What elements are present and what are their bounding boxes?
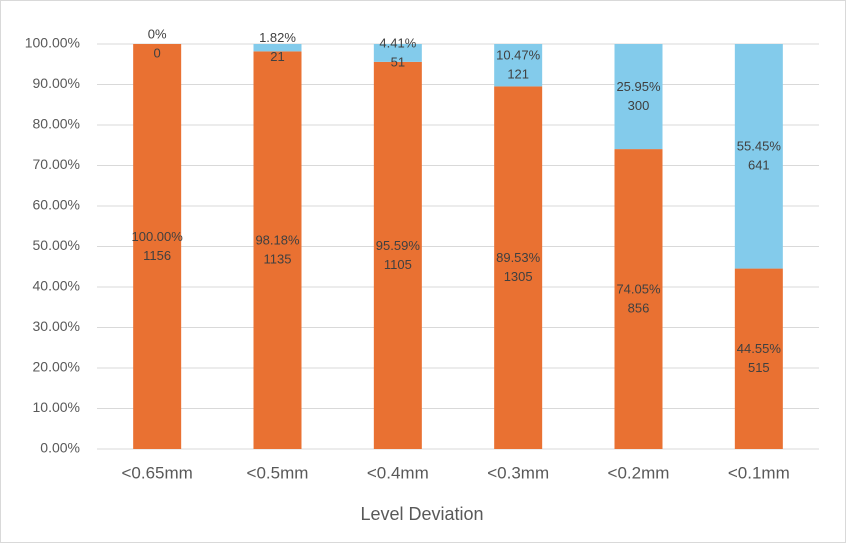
bar-segment	[614, 149, 663, 449]
count-label: 300	[628, 98, 650, 113]
data-label: 4.41%	[379, 35, 416, 50]
data-label: 95.59%	[376, 238, 421, 253]
count-label: 1105	[384, 257, 412, 272]
x-tick-label: <0.5mm	[247, 463, 309, 482]
count-label: 515	[748, 360, 770, 375]
data-label: 10.47%	[496, 48, 541, 63]
y-tick-label: 20.00%	[33, 359, 80, 375]
count-label: 51	[391, 54, 405, 69]
count-label: 0	[154, 45, 161, 60]
data-label: 74.05%	[616, 281, 661, 296]
bar-segment	[253, 44, 302, 52]
x-tick-label: <0.3mm	[487, 463, 549, 482]
y-tick-label: 50.00%	[33, 237, 80, 253]
y-tick-label: 10.00%	[33, 399, 80, 415]
bar-segment	[734, 268, 783, 449]
y-tick-label: 0.00%	[40, 440, 80, 456]
count-label: 856	[628, 300, 650, 315]
count-label: 1135	[264, 252, 292, 267]
x-tick-label: <0.2mm	[608, 463, 670, 482]
count-label: 1305	[504, 269, 533, 284]
y-tick-label: 90.00%	[33, 75, 80, 91]
bar-segment	[494, 44, 543, 87]
data-label: 89.53%	[496, 250, 541, 265]
count-label: 641	[748, 158, 770, 173]
data-label: 0%	[148, 26, 167, 41]
bar-segment	[373, 61, 422, 449]
x-tick-label: <0.65mm	[121, 463, 192, 482]
count-label: 21	[270, 49, 284, 64]
data-label: 1.82%	[259, 30, 296, 45]
count-label: 1156	[143, 248, 171, 263]
data-label: 55.45%	[737, 139, 782, 154]
y-tick-label: 60.00%	[33, 197, 80, 213]
data-label: 25.95%	[616, 79, 661, 94]
data-label: 98.18%	[255, 233, 300, 248]
bar-segment	[734, 44, 783, 269]
y-tick-label: 40.00%	[33, 278, 80, 294]
bar-segment	[373, 44, 422, 62]
y-tick-label: 80.00%	[33, 116, 80, 132]
y-tick-label: 70.00%	[33, 156, 80, 172]
x-axis-title: Level Deviation	[360, 504, 483, 524]
count-label: 121	[507, 67, 529, 82]
bar-segment	[253, 51, 302, 449]
x-tick-label: <0.4mm	[367, 463, 429, 482]
x-tick-label: <0.1mm	[728, 463, 790, 482]
data-label: 44.55%	[737, 341, 782, 356]
bar-segment	[133, 44, 182, 449]
bar-segment	[614, 44, 663, 150]
data-label: 100.00%	[132, 229, 184, 244]
bar-segment	[494, 86, 543, 449]
y-tick-label: 30.00%	[33, 318, 80, 334]
y-tick-label: 100.00%	[25, 35, 80, 51]
